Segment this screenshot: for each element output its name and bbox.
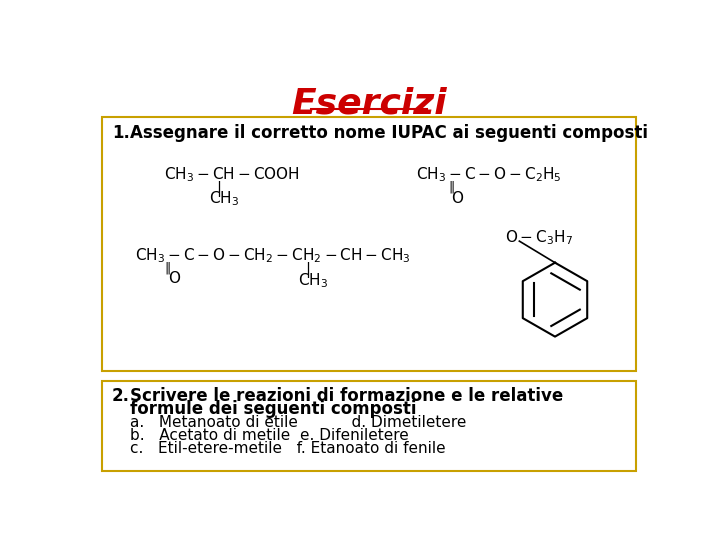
Text: $|$: $|$ bbox=[216, 179, 222, 199]
Text: 1.: 1. bbox=[112, 124, 130, 142]
Bar bbox=[102, 381, 636, 471]
Text: b.   Acetato di metile  e. Difeniletere: b. Acetato di metile e. Difeniletere bbox=[130, 428, 409, 443]
Text: Scrivere le reazioni di formazione e le relative: Scrivere le reazioni di formazione e le … bbox=[130, 387, 564, 404]
Text: $\mathrm{O}-\mathrm{C_3H_7}$: $\mathrm{O}-\mathrm{C_3H_7}$ bbox=[505, 229, 574, 247]
Text: $\mathrm{CH_3}$: $\mathrm{CH_3}$ bbox=[209, 190, 239, 208]
Text: $\|$: $\|$ bbox=[164, 260, 171, 275]
Text: $\mathrm{O}$: $\mathrm{O}$ bbox=[451, 190, 464, 206]
Text: c.   Etil-etere-metile   f. Etanoato di fenile: c. Etil-etere-metile f. Etanoato di feni… bbox=[130, 441, 446, 456]
Text: $\mathrm{CH_3}-\mathrm{C}-\mathrm{O}-\mathrm{CH_2}-\mathrm{CH_2}-\mathrm{CH}-\ma: $\mathrm{CH_3}-\mathrm{C}-\mathrm{O}-\ma… bbox=[135, 246, 410, 265]
Text: Esercizi: Esercizi bbox=[291, 86, 447, 120]
Text: $\mathrm{CH_3}$: $\mathrm{CH_3}$ bbox=[297, 271, 328, 290]
Bar bbox=[102, 117, 636, 372]
Text: a.   Metanoato di etile           d. Dimetiletere: a. Metanoato di etile d. Dimetiletere bbox=[130, 415, 467, 430]
Text: $|$: $|$ bbox=[305, 260, 310, 280]
Text: $\|$: $\|$ bbox=[448, 179, 454, 195]
Text: formule dei seguenti composti: formule dei seguenti composti bbox=[130, 400, 417, 418]
Text: $\mathrm{O}$: $\mathrm{O}$ bbox=[168, 271, 181, 286]
Text: $\mathrm{CH_3}-\mathrm{C}-\mathrm{O}-\mathrm{C_2H_5}$: $\mathrm{CH_3}-\mathrm{C}-\mathrm{O}-\ma… bbox=[415, 166, 562, 184]
Text: Assegnare il corretto nome IUPAC ai seguenti composti: Assegnare il corretto nome IUPAC ai segu… bbox=[130, 124, 648, 142]
Text: $\mathrm{CH_3}-\mathrm{CH}-\mathrm{COOH}$: $\mathrm{CH_3}-\mathrm{CH}-\mathrm{COOH}… bbox=[163, 166, 300, 184]
Text: 2.: 2. bbox=[112, 387, 130, 404]
